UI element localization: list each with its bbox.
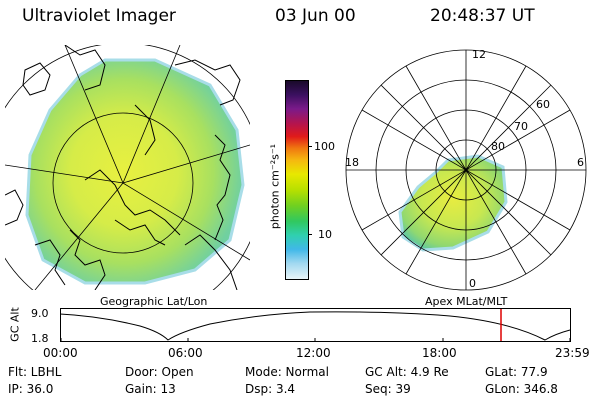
mlt-label-0: 0: [469, 277, 476, 290]
lat-label-80: 80: [491, 140, 505, 153]
colorbar-tick-10: 10: [318, 228, 332, 241]
geographic-panel-label: Geographic Lat/Lon: [100, 295, 208, 308]
gc-alt-info: GC Alt: 4.9 Re: [365, 365, 449, 379]
mode-info: Mode: Normal: [245, 365, 329, 379]
ip-info: IP: 36.0: [8, 382, 54, 396]
app-title: Ultraviolet Imager: [22, 6, 176, 26]
auroral-oval-region: [398, 154, 508, 252]
gain-info: Gain: 13: [125, 382, 176, 396]
colorbar-tick-100: 100: [314, 140, 335, 153]
date-label: 03 Jun 00: [275, 6, 356, 26]
altitude-curve: [60, 311, 571, 341]
alt-x-tick-2: 12:00: [296, 346, 331, 360]
time-label: 20:48:37 UT: [430, 6, 535, 26]
lat-label-70: 70: [514, 120, 528, 133]
altitude-axis-title: GC Alt: [8, 307, 22, 342]
magnetic-panel-label: Apex MLat/MLT: [425, 295, 508, 308]
alt-tick-min: 1.8: [31, 332, 49, 345]
magnetic-polar-plot: [345, 49, 587, 291]
altitude-plot: [60, 308, 571, 342]
alt-x-tick-1: 06:00: [168, 346, 203, 360]
polar-grid: [345, 49, 587, 291]
alt-tick-max: 9.0: [31, 307, 49, 320]
mlt-label-12: 12: [472, 48, 486, 61]
altitude-x-tickmarks: [60, 338, 571, 342]
auroral-image-region: [25, 58, 245, 285]
colorbar-label: photon cm⁻²s⁻¹: [268, 143, 282, 230]
mlt-label-6: 6: [577, 156, 584, 169]
dsp-info: Dsp: 3.4: [245, 382, 296, 396]
lat-label-60: 60: [536, 98, 550, 111]
glon-info: GLon: 346.8: [485, 382, 558, 396]
seq-info: Seq: 39: [365, 382, 411, 396]
alt-x-tick-0: 00:00: [43, 346, 78, 360]
filter-info: Flt: LBHL: [8, 365, 62, 379]
coastlines: [5, 45, 241, 290]
door-info: Door: Open: [125, 365, 194, 379]
alt-x-tick-4: 23:59: [555, 346, 590, 360]
alt-x-tick-3: 18:00: [422, 346, 457, 360]
geographic-image-panel: [5, 45, 250, 290]
glat-info: GLat: 77.9: [485, 365, 548, 379]
geographic-grid: [5, 45, 250, 290]
mlt-label-18: 18: [345, 156, 359, 169]
colorbar: [285, 80, 309, 280]
